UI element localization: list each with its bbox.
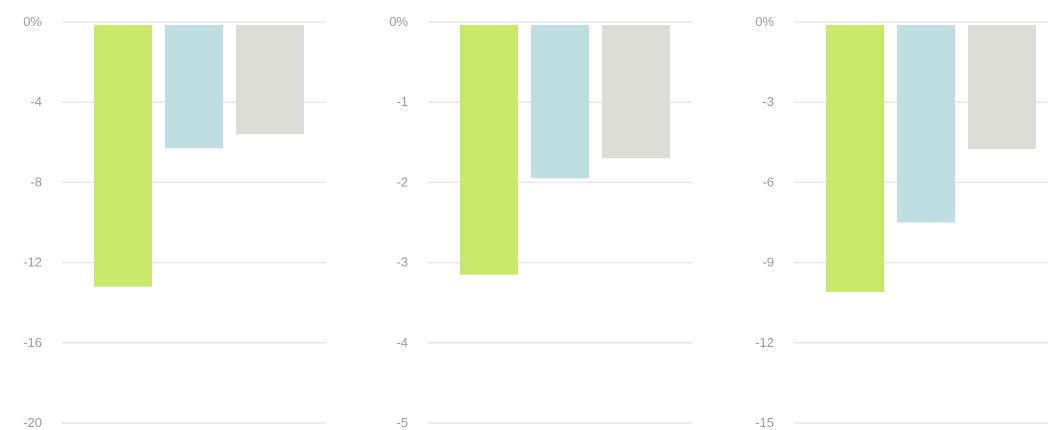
- y-tick-label: -8: [30, 174, 42, 189]
- bar-1: [94, 25, 152, 287]
- y-tick-label: -15: [755, 415, 774, 430]
- bar-2: [531, 25, 589, 179]
- y-tick-label: -12: [755, 335, 774, 350]
- y-tick-label: -4: [30, 94, 42, 109]
- y-tick-label: -6: [762, 174, 774, 189]
- chart-panel-1: 0% -4 -8 -12 -16 -20: [23, 14, 326, 430]
- bar-3: [602, 25, 670, 159]
- y-tick-label: -20: [23, 415, 42, 430]
- y-tick-label: -4: [396, 335, 408, 350]
- y-tick-label: -1: [396, 94, 408, 109]
- chart-panel-3: 0% -3 -6 -9 -12 -15: [755, 14, 1048, 430]
- chart-panel-2: 0% -1 -2 -3 -4 -5: [389, 14, 692, 430]
- y-tick-label: -16: [23, 335, 42, 350]
- y-tick-label: -3: [762, 94, 774, 109]
- bar-2: [897, 25, 955, 223]
- y-tick-label: 0%: [755, 14, 774, 29]
- bar-1: [460, 25, 518, 275]
- bar-2: [165, 25, 223, 149]
- y-tick-label: -3: [396, 255, 408, 270]
- bar-3: [968, 25, 1036, 149]
- y-tick-label: -5: [396, 415, 408, 430]
- y-tick-label: -9: [762, 255, 774, 270]
- y-tick-label: 0%: [23, 14, 42, 29]
- bar-1: [826, 25, 884, 293]
- y-tick-label: -12: [23, 255, 42, 270]
- y-tick-label: -2: [396, 174, 408, 189]
- bar-3: [236, 25, 304, 135]
- y-tick-label: 0%: [389, 14, 408, 29]
